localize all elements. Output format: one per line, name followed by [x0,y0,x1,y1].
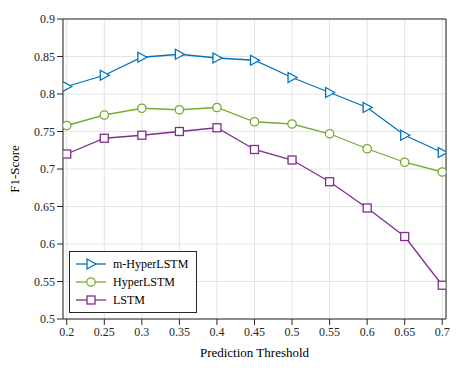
svg-text:0.3: 0.3 [134,325,149,339]
svg-text:0.5: 0.5 [285,325,300,339]
svg-text:0.55: 0.55 [319,325,340,339]
svg-text:0.65: 0.65 [394,325,415,339]
svg-text:0.4: 0.4 [209,325,224,339]
html-text:m-HyperLSTM: m-HyperLSTM [113,256,189,271]
svg-text:0.9: 0.9 [40,12,55,26]
svg-text:0.85: 0.85 [34,50,55,64]
html-text:LSTM: LSTM [113,292,145,307]
html-text:HyperLSTM: HyperLSTM [113,274,175,289]
svg-text:0.75: 0.75 [34,125,55,139]
svg-text:0.8: 0.8 [40,87,55,101]
svg-text:0.65: 0.65 [34,200,55,214]
svg-text:0.35: 0.35 [169,325,190,339]
svg-text:0.45: 0.45 [244,325,265,339]
svg-text:0.5: 0.5 [40,312,55,326]
svg-text:Prediction Threshold: Prediction Threshold [200,345,310,360]
svg-text:0.55: 0.55 [34,275,55,289]
svg-text:0.2: 0.2 [59,325,74,339]
svg-text:0.7: 0.7 [435,325,450,339]
svg-text:0.6: 0.6 [360,325,375,339]
svg-text:F1-Score: F1-Score [8,145,22,193]
svg-text:0.6: 0.6 [40,237,55,251]
svg-text:0.25: 0.25 [94,325,115,339]
svg-text:0.7: 0.7 [40,162,55,176]
